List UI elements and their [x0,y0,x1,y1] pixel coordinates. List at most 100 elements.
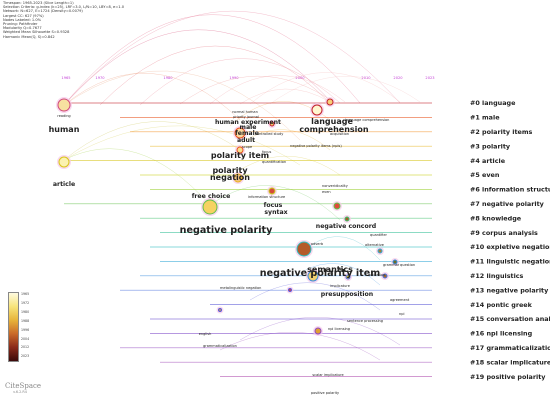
cluster-label: #6 information structure [470,186,550,194]
cluster-lanes: #0 language #1 male #2 polarity items #3 po… [64,99,550,381]
citation-arc [309,236,381,261]
keyword-node [382,273,388,279]
citation-arc [269,76,421,105]
keyword-label: free choice [192,193,231,200]
legend-year-label: 2012 [21,345,30,350]
citation-arc [179,75,336,105]
keyword-node [326,98,334,106]
keyword-label: female [235,130,259,137]
keyword-label: negative polarity items (npis) [290,144,342,148]
keyword-label: nonveridicality [322,184,348,188]
year-tick: 1965 [61,76,70,80]
cluster-label: #14 pontic greek [470,301,533,309]
citation-arc [139,58,341,106]
keyword-label: controlled study [255,132,283,136]
cluster-label: #0 language [470,99,516,107]
keyword-labels: human reading article normal humanpriority … [49,110,416,395]
keyword-label: polarity item [211,151,269,160]
cluster-label: #3 polarity [470,142,511,150]
year-tick: 2000 [295,76,305,80]
cluster-label: #1 male [470,114,500,122]
cluster-label: #17 grammaticalization [470,344,550,352]
keyword-node [233,173,243,183]
citation-arc [239,155,341,176]
keyword-label: even [322,190,331,194]
keyword-label: implicature [330,284,350,288]
keyword-label: agreement [390,298,410,302]
citation-arc [209,75,346,105]
cluster-label: #12 linguistics [470,272,524,280]
keyword-label: quantification [262,160,286,164]
citation-arc [99,45,331,106]
app-version: v.6.2.R4 [13,390,27,394]
cluster-label: #2 polarity items [470,128,533,136]
citation-arc [219,332,381,361]
citation-arc [249,72,401,105]
legend-year-label: 2023 [21,354,30,359]
citation-arc [239,317,401,346]
cluster-label: #5 even [470,171,500,179]
keyword-label: focus [264,202,283,209]
legend-year-label: 1972 [21,300,30,305]
keyword-label: english [199,332,212,336]
cluster-label: #11 linguistic negation [470,258,550,266]
legend-year-label: 1996 [21,327,30,332]
keyword-label: negative concord [316,223,376,230]
network-summary-line: Timespan: 1965-2023 (Slice Length=1) [3,1,74,5]
network-summary-line: Modularity Q=0.7677 [3,26,42,31]
keyword-label: information structure [248,195,285,199]
keyword-node [307,270,319,282]
keyword-label: sentence processing [347,319,383,323]
keyword-label: syntax [264,209,287,216]
keyword-label: grammar [383,263,400,267]
citation-arc [299,263,381,286]
citation-arc [63,148,211,206]
app-branding: CiteSpace v.6.2.R4 [5,382,41,394]
year-tick: 1980 [163,76,173,80]
keyword-node [344,216,350,222]
keyword-label: adult [237,137,255,144]
keyword-node [377,248,383,254]
citation-arc [249,282,381,311]
network-summary-line: Network: N=627, E=1724 (Density=0.0079) [3,9,83,14]
keyword-node [234,127,246,139]
keyword-label: focus [262,150,272,154]
keyword-label: language comprehension [345,118,389,122]
citation-arcs [63,10,421,361]
keyword-label: reading [57,114,70,118]
cluster-label: #19 positive polarity [470,373,546,381]
keyword-label: article [53,181,75,188]
time-legend-years: 1965 1972 1980 1988 1996 2004 2012 2023 [21,290,35,361]
citation-arc [63,73,241,121]
network-summary-line: Nodes Labeled: 1.0% [3,17,42,22]
keyword-node [296,241,312,257]
keyword-label: quantifier [370,233,388,237]
keyword-label: normal human [232,110,258,114]
keyword-nodes [56,97,399,336]
keyword-node [345,274,351,280]
keyword-node [311,104,323,116]
keyword-label: scalar implicature [312,373,343,377]
cluster-label: #7 negative polarity [470,200,545,208]
cluster-label: #10 expletive negation [470,243,550,251]
keyword-node [57,98,71,112]
keyword-node [392,259,398,265]
year-tick: 1990 [229,76,239,80]
keyword-node [268,187,276,195]
cluster-label: #18 scalar implicature [470,358,550,366]
keyword-node [218,308,222,312]
citation-arc [63,10,401,106]
keyword-label: activation [368,273,385,277]
cluster-label: #4 article [470,157,506,165]
keyword-node [333,202,341,210]
keyword-label: positive polarity [311,391,339,395]
keyword-label: npi licensing [328,327,350,331]
keyword-label: acquisition [330,132,349,136]
network-summary-line: Harmonic Mean(Q, S)=0.842 [3,34,55,39]
keyword-label: negative polarity [180,225,273,236]
legend-year-label: 2004 [21,336,30,341]
keyword-node [314,327,322,335]
cluster-label: #13 negative polarity item [470,286,550,294]
